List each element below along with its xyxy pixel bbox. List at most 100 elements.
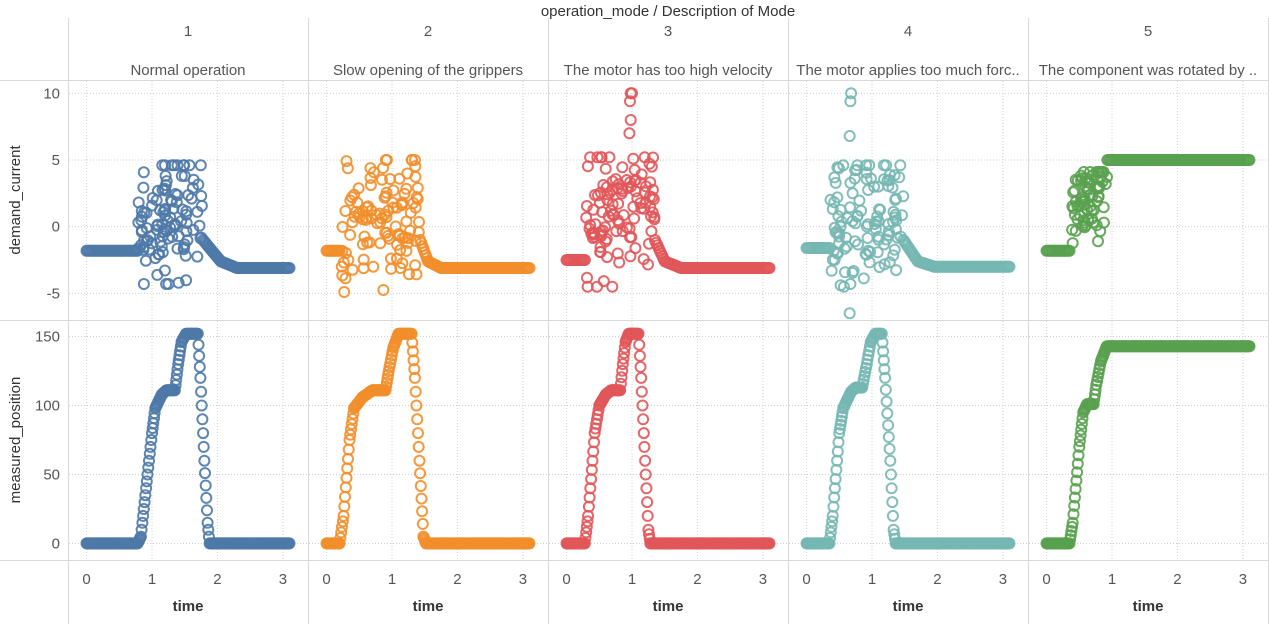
data-point	[1003, 537, 1016, 550]
data-point	[134, 530, 147, 543]
data-point	[191, 250, 204, 263]
data-point	[578, 537, 591, 550]
data-point	[344, 194, 357, 207]
data-point	[578, 254, 591, 266]
data-point	[340, 471, 353, 484]
data-point	[132, 216, 145, 229]
data-point	[377, 284, 390, 296]
data-point	[828, 171, 841, 184]
data-point	[364, 172, 377, 184]
data-point	[412, 427, 424, 440]
data-point	[367, 260, 380, 273]
data-point	[603, 151, 616, 164]
data-point	[1243, 340, 1256, 353]
data-point	[339, 481, 352, 494]
data-point	[187, 173, 200, 186]
data-point	[852, 238, 864, 251]
data-point	[137, 166, 150, 179]
data-point	[157, 226, 170, 238]
panel-3-measured-position	[549, 321, 787, 559]
data-point	[624, 250, 637, 263]
data-point	[863, 256, 876, 269]
data-point	[1068, 499, 1081, 512]
data-point	[409, 160, 422, 173]
data-point	[1003, 260, 1016, 273]
data-point	[393, 172, 406, 185]
data-point	[335, 526, 348, 539]
data-point	[1075, 417, 1088, 430]
data-point	[198, 454, 211, 467]
data-point	[627, 152, 640, 165]
data-point	[600, 233, 613, 245]
data-point	[172, 358, 185, 371]
data-point	[640, 482, 653, 495]
data-point	[607, 208, 620, 221]
data-point	[1067, 202, 1080, 215]
data-point	[414, 467, 427, 480]
x-tick-label: 1	[388, 571, 396, 588]
data-point	[146, 199, 159, 212]
data-point	[416, 505, 429, 518]
data-point	[344, 228, 357, 241]
data-point	[848, 172, 861, 185]
y-tick-label: -5	[47, 285, 60, 302]
data-point	[336, 244, 349, 257]
data-point	[195, 190, 208, 202]
x-axis-label: time	[653, 598, 684, 615]
data-point	[857, 272, 870, 285]
data-point	[408, 371, 421, 384]
data-point	[637, 413, 650, 426]
data-point	[876, 336, 889, 349]
data-point	[644, 200, 657, 213]
data-point	[1084, 188, 1097, 201]
facet-mode-label: 1	[184, 23, 192, 40]
data-point	[336, 220, 349, 233]
data-point	[1092, 235, 1104, 248]
facet-description-label: The component was rotated by ..	[1039, 62, 1257, 79]
data-point	[878, 258, 891, 271]
data-point	[889, 193, 902, 206]
data-point	[200, 491, 213, 504]
data-point	[339, 490, 351, 503]
data-point	[594, 186, 607, 199]
panel-2-measured-position	[309, 321, 547, 559]
data-point	[202, 523, 215, 536]
x-tick-label: 2	[1173, 571, 1181, 588]
data-point	[824, 531, 837, 544]
data-point	[641, 496, 654, 509]
y-tick-label: 10	[43, 85, 60, 102]
data-point	[888, 243, 901, 256]
data-point	[167, 202, 180, 215]
data-point	[385, 262, 398, 275]
data-point	[400, 182, 413, 195]
data-point	[615, 371, 628, 384]
data-point	[875, 327, 888, 340]
data-point	[374, 237, 387, 250]
data-point	[136, 516, 149, 529]
data-point	[411, 181, 424, 194]
panel-5-demand-current	[1029, 81, 1267, 319]
data-point	[365, 204, 378, 217]
panel-4-demand-current	[789, 81, 1027, 320]
data-point	[591, 280, 603, 293]
panel-5-measured-position	[1029, 321, 1267, 559]
data-point	[364, 179, 377, 192]
x-tick-label: 0	[322, 571, 330, 588]
data-point	[1072, 449, 1085, 462]
x-tick-label: 3	[759, 571, 767, 588]
x-tick-label: 2	[453, 571, 461, 588]
data-point	[196, 413, 209, 426]
data-point	[887, 249, 900, 262]
data-point	[834, 418, 847, 431]
data-point	[140, 475, 153, 488]
x-tick-label: 2	[213, 571, 221, 588]
data-point	[338, 500, 351, 513]
data-point	[341, 162, 354, 175]
data-point	[589, 218, 602, 231]
data-point	[346, 263, 359, 276]
data-point	[172, 353, 185, 366]
data-point	[638, 440, 651, 453]
data-point	[890, 264, 903, 277]
x-tick-label: 0	[1042, 571, 1050, 588]
data-point	[824, 193, 837, 206]
